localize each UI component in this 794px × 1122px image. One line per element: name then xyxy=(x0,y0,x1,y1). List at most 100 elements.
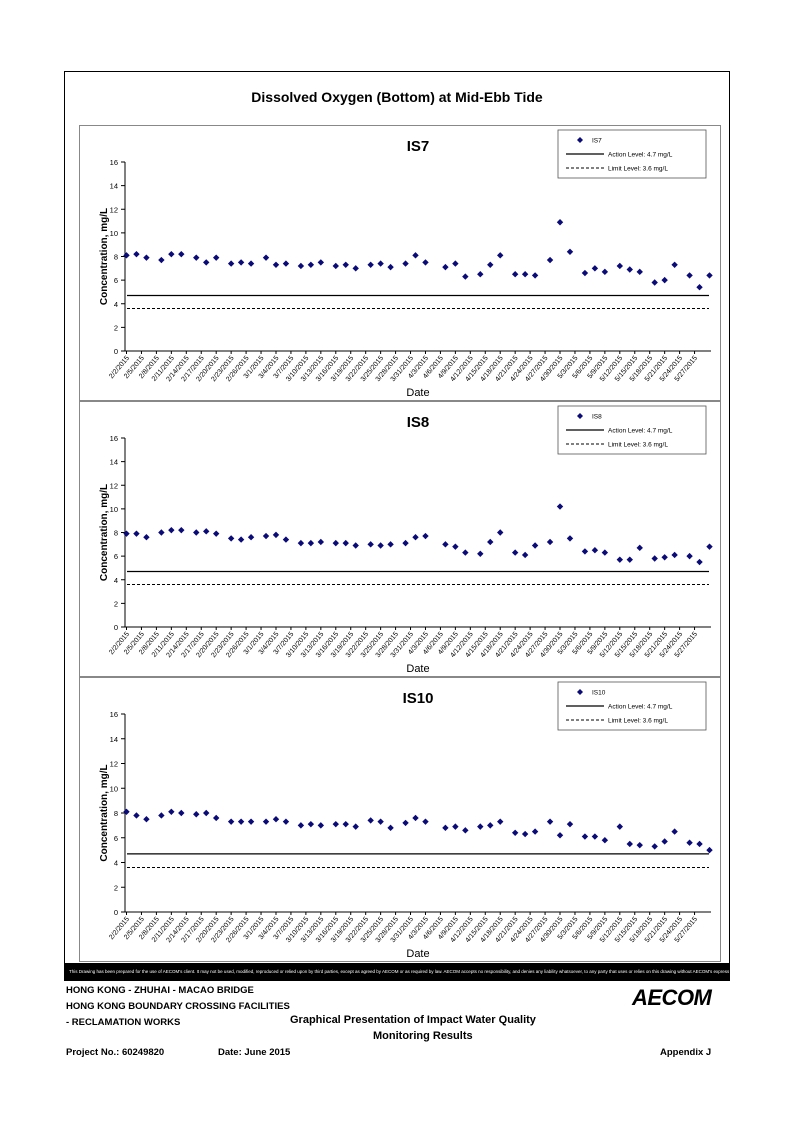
data-point xyxy=(696,558,703,566)
data-point xyxy=(636,544,643,552)
data-point xyxy=(307,820,315,828)
data-point xyxy=(497,252,504,259)
y-tick-label: 12 xyxy=(110,760,118,769)
data-point xyxy=(178,250,185,258)
data-point xyxy=(511,271,519,278)
data-point xyxy=(651,555,658,562)
data-point xyxy=(601,268,609,276)
data-point xyxy=(237,259,245,266)
data-point xyxy=(168,526,175,534)
issue-date: Date: June 2015 xyxy=(218,1047,291,1058)
data-point xyxy=(352,265,359,272)
data-point xyxy=(452,543,459,550)
data-point xyxy=(237,536,245,543)
data-point xyxy=(168,250,175,258)
data-point xyxy=(247,818,255,825)
data-point xyxy=(636,841,643,849)
y-tick-label: 10 xyxy=(110,505,118,514)
data-point xyxy=(282,536,290,543)
data-point xyxy=(706,272,713,279)
data-point xyxy=(671,551,678,559)
data-point xyxy=(212,254,220,261)
data-point xyxy=(143,815,150,823)
data-point xyxy=(671,828,678,835)
chart-is10: IS1002468101214162/2/20152/5/20152/8/201… xyxy=(99,681,713,960)
data-point xyxy=(462,549,469,556)
data-point xyxy=(123,808,130,815)
data-point xyxy=(377,542,384,549)
y-tick-label: 8 xyxy=(114,529,118,538)
data-point xyxy=(661,838,668,845)
data-point xyxy=(332,539,339,547)
legend-label-series: IS8 xyxy=(592,414,602,421)
data-point xyxy=(591,547,599,554)
data-point xyxy=(626,840,633,848)
data-point xyxy=(133,530,140,537)
page-title: Dissolved Oxygen (Bottom) at Mid-Ebb Tid… xyxy=(251,89,543,105)
data-point xyxy=(531,542,539,549)
data-point xyxy=(442,824,449,832)
drawing-sheet: Dissolved Oxygen (Bottom) at Mid-Ebb Tid… xyxy=(64,71,730,981)
y-tick-label: 2 xyxy=(114,323,118,332)
data-point xyxy=(452,823,459,830)
data-point xyxy=(133,812,140,819)
data-point xyxy=(203,528,210,535)
data-point xyxy=(686,552,693,560)
data-point xyxy=(123,252,130,259)
data-point xyxy=(352,542,359,549)
data-point xyxy=(581,833,589,840)
data-point xyxy=(342,820,349,828)
y-axis-label: Concentration, mg/L xyxy=(99,764,110,861)
data-point xyxy=(487,822,494,829)
y-tick-label: 14 xyxy=(110,182,118,191)
data-point xyxy=(227,260,235,267)
y-tick-label: 4 xyxy=(114,300,118,309)
drawing-heading-line2: Monitoring Results xyxy=(373,1030,473,1042)
data-point xyxy=(521,271,529,278)
data-point xyxy=(227,535,235,542)
data-point xyxy=(422,259,429,266)
y-tick-label: 0 xyxy=(114,908,118,917)
legend-label-action: Action Level: 4.7 mg/L xyxy=(608,428,673,435)
data-point xyxy=(377,818,384,825)
disclaimer-bar: This Drawing has been prepared for the u… xyxy=(65,963,729,980)
data-point xyxy=(616,823,624,830)
y-tick-label: 8 xyxy=(114,809,118,818)
data-point xyxy=(521,830,529,838)
data-point xyxy=(133,250,140,258)
data-point xyxy=(462,827,469,834)
data-point xyxy=(581,269,589,277)
data-point xyxy=(272,815,280,823)
data-point xyxy=(651,843,658,850)
y-tick-label: 6 xyxy=(114,834,118,843)
data-point xyxy=(616,556,624,563)
legend-marker-series xyxy=(577,137,583,143)
data-point xyxy=(706,543,713,550)
data-point xyxy=(282,818,290,825)
data-point xyxy=(671,261,678,268)
data-point xyxy=(556,219,564,226)
data-point xyxy=(203,259,210,266)
data-point xyxy=(178,809,185,817)
data-point xyxy=(193,254,200,261)
data-point xyxy=(143,534,150,541)
chart-panel-is8: IS8 0 2 4 6 8 10 12 14 16 2/2/2015 2/5/2015 2/8/2015… xyxy=(79,401,721,677)
data-point xyxy=(123,530,130,537)
data-point xyxy=(477,550,484,557)
legend-marker-series xyxy=(577,689,583,695)
project-title-line2: HONG KONG BOUNDARY CROSSING FACILITIES xyxy=(66,1001,290,1012)
legend-marker-series xyxy=(577,413,583,419)
data-point xyxy=(546,538,554,546)
data-point xyxy=(297,262,305,270)
data-point xyxy=(247,534,255,541)
y-tick-label: 8 xyxy=(114,253,118,262)
chart-title: IS10 xyxy=(403,690,434,707)
y-tick-label: 2 xyxy=(114,599,118,608)
data-point xyxy=(651,279,658,286)
chart-is8: IS802468101214162/2/20152/5/20152/8/2015… xyxy=(99,405,713,675)
appendix-label: Appendix J xyxy=(660,1047,712,1058)
data-point xyxy=(566,248,574,255)
data-point xyxy=(212,814,220,822)
y-tick-label: 10 xyxy=(110,784,118,793)
data-point xyxy=(193,529,200,536)
